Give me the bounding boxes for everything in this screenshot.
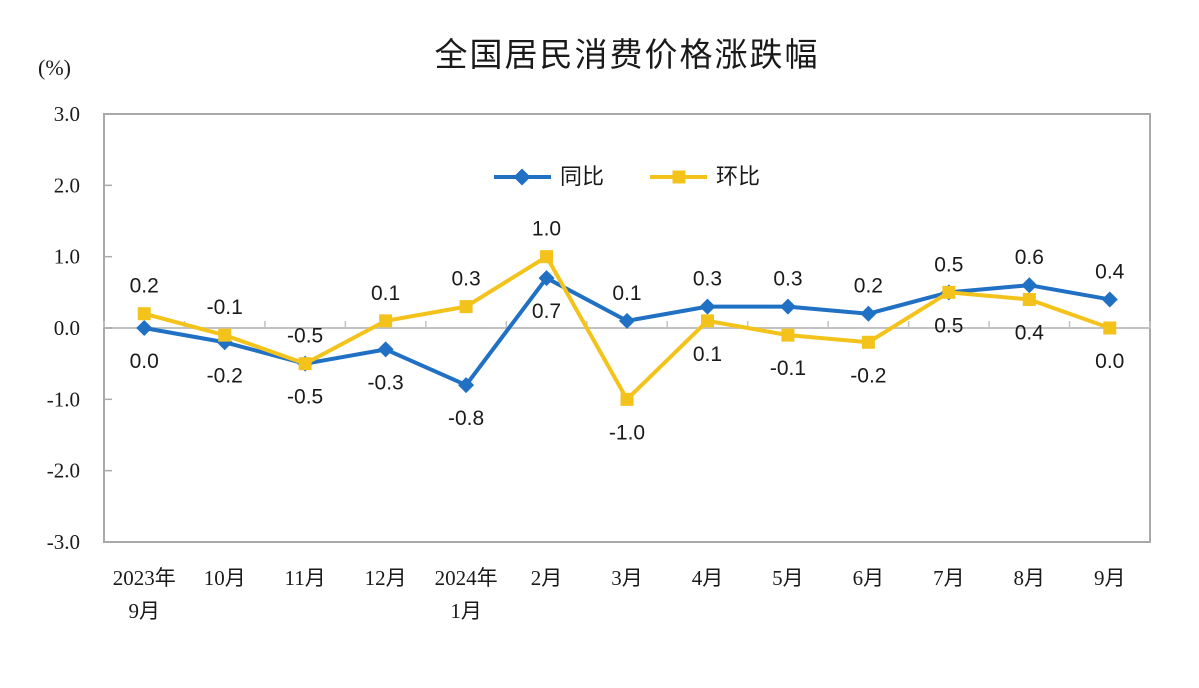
data-label: 0.0	[1095, 350, 1124, 373]
x-axis-label: 1月	[450, 599, 482, 623]
data-label: 0.1	[693, 343, 722, 366]
data-point-diamond	[860, 305, 877, 322]
data-point-square	[1022, 292, 1036, 306]
data-label: 0.2	[854, 275, 883, 298]
data-label: -0.3	[368, 371, 404, 394]
y-axis-label: 2.0	[54, 173, 80, 197]
x-axis-label: 5月	[772, 566, 804, 590]
data-point-diamond	[377, 341, 394, 358]
data-label: -0.5	[287, 386, 323, 409]
data-point-square	[700, 314, 714, 328]
data-label: 0.3	[693, 268, 722, 291]
data-point-diamond	[619, 312, 635, 329]
legend-item-huanbi: 环比	[650, 166, 760, 188]
data-label: 0.1	[371, 282, 400, 305]
data-point-square	[298, 357, 312, 371]
data-point-square	[540, 250, 554, 264]
data-label: 0.3	[451, 268, 480, 291]
y-axis-label: -3.0	[47, 530, 80, 554]
data-point-square	[620, 392, 634, 406]
data-label: 0.7	[532, 300, 561, 323]
data-point-square	[218, 328, 232, 342]
tongbi-line-marker-swatch	[493, 168, 551, 186]
data-point-square	[781, 328, 795, 342]
y-axis-label: 1.0	[54, 245, 80, 269]
square-marker-icon	[672, 170, 685, 184]
data-label: -0.1	[207, 296, 243, 319]
data-point-square	[459, 300, 473, 314]
legend-label-tongbi: 同比	[559, 164, 604, 189]
x-axis-label: 10月	[204, 566, 246, 590]
x-axis-label: 3月	[611, 566, 643, 590]
data-label: -1.0	[609, 421, 645, 444]
data-point-diamond	[136, 320, 153, 336]
y-axis-label: 0.0	[54, 316, 80, 340]
x-axis-label: 4月	[692, 566, 724, 590]
legend-item-tongbi: 同比	[493, 164, 604, 189]
data-point-diamond	[699, 298, 716, 315]
x-axis-label: 6月	[853, 566, 885, 590]
data-label: 0.4	[1095, 260, 1125, 283]
x-axis-label: 2024年	[435, 566, 498, 590]
data-point-square	[1103, 321, 1117, 335]
data-label: 0.3	[773, 268, 802, 291]
data-label: 0.2	[130, 275, 159, 298]
y-axis-unit-label: (%)	[38, 55, 71, 80]
data-label: 0.5	[934, 253, 963, 276]
data-label: -0.1	[770, 357, 806, 380]
chart-legend: 同比 环比	[104, 166, 1150, 188]
data-label: -0.5	[287, 325, 323, 348]
data-label: 0.0	[130, 350, 159, 373]
data-point-diamond	[1021, 277, 1038, 294]
data-point-diamond	[458, 377, 475, 394]
data-point-square	[942, 285, 956, 299]
x-axis-label: 9月	[1094, 566, 1126, 590]
data-point-square	[137, 307, 151, 321]
data-label: -0.2	[850, 364, 886, 387]
x-axis-label: 2023年	[113, 566, 176, 590]
data-label: -0.2	[207, 364, 243, 387]
x-axis-label: 8月	[1014, 566, 1046, 590]
data-point-diamond	[1101, 291, 1118, 308]
data-label: 1.0	[532, 218, 561, 241]
y-axis-label: -2.0	[47, 459, 80, 483]
data-label: 0.1	[612, 282, 641, 305]
huanbi-line-marker-swatch	[650, 169, 707, 185]
x-axis-label: 12月	[365, 566, 407, 590]
chart-title: 全国居民消费价格涨跌幅	[434, 36, 820, 73]
data-point-diamond	[538, 270, 555, 287]
data-label: 0.4	[1015, 321, 1045, 344]
data-point-square	[379, 314, 393, 328]
x-axis-label: 7月	[933, 566, 965, 590]
legend-label-huanbi: 环比	[716, 164, 761, 189]
x-axis-label: 11月	[285, 566, 326, 590]
data-label: 0.5	[934, 314, 963, 337]
diamond-marker-icon	[513, 168, 531, 186]
x-axis-label: 2月	[531, 566, 563, 590]
data-label: -0.8	[448, 407, 484, 430]
data-point-square	[861, 335, 875, 349]
y-axis-label: -1.0	[47, 387, 80, 411]
x-axis-label: 9月	[128, 599, 160, 623]
y-axis-label: 3.0	[54, 102, 80, 126]
data-label: 0.6	[1015, 246, 1044, 269]
data-point-diamond	[779, 298, 796, 315]
